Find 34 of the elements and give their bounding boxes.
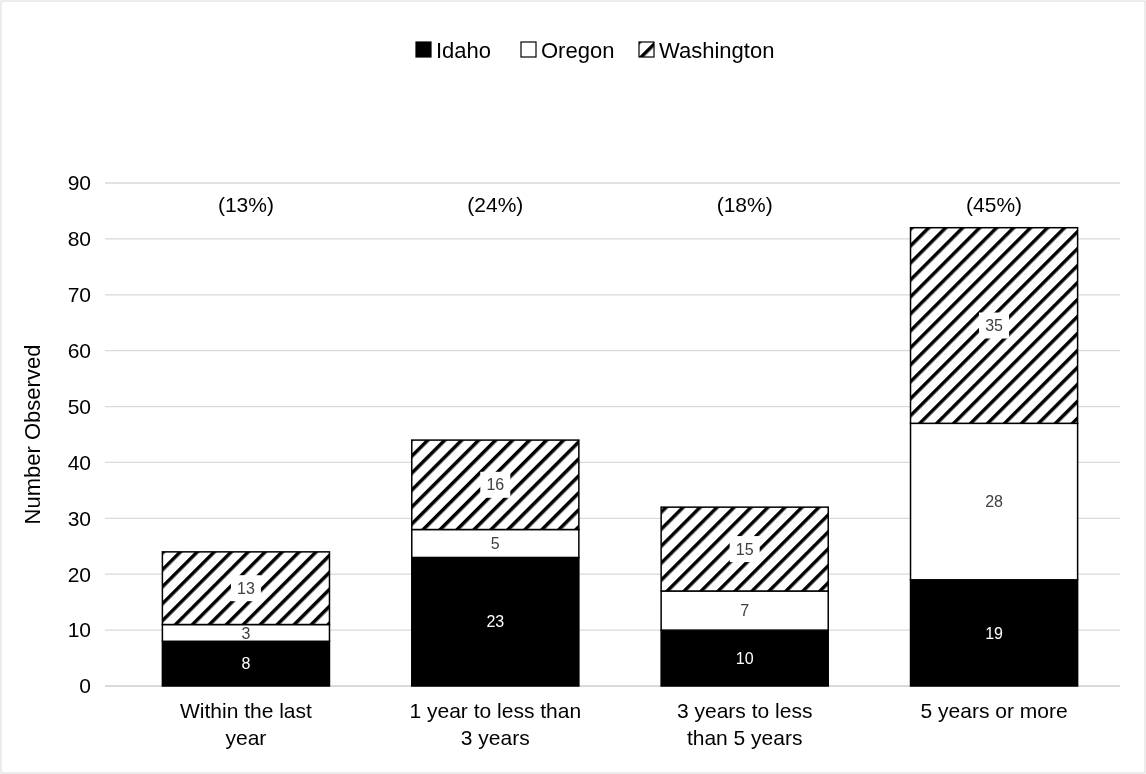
data-label: 3	[241, 624, 251, 642]
y-tick-label: 10	[67, 618, 91, 642]
y-tick-label: 50	[67, 394, 91, 418]
x-tick-label: 3 years to less than 5 years	[676, 699, 813, 749]
data-label: 23	[486, 613, 505, 631]
y-tick-label: 20	[67, 562, 91, 586]
legend-label: Washington	[659, 37, 775, 63]
data-label: 10	[735, 649, 754, 667]
annotation: (13%)	[217, 193, 274, 217]
data-label: 19	[985, 624, 1004, 642]
data-label: 28	[985, 493, 1004, 511]
data-label: 15	[735, 540, 754, 558]
x-tick-label: Within the last year	[179, 699, 313, 749]
x-tick-label: 1 year to less than 3 years	[409, 699, 582, 749]
y-tick-label: 40	[67, 450, 91, 474]
data-label: 5	[490, 535, 500, 553]
data-label: 7	[740, 602, 750, 620]
data-label: 13	[237, 579, 255, 597]
data-label: 16	[486, 476, 505, 494]
legend-label: Oregon	[541, 37, 615, 63]
y-tick-label: 80	[67, 227, 91, 251]
y-axis-title: Number Observed	[20, 344, 45, 525]
x-tick-label: 5 years or more	[920, 699, 1068, 722]
legend-label: Idaho	[436, 37, 492, 63]
annotation: (45%)	[966, 193, 1023, 217]
annotation: (24%)	[467, 193, 524, 217]
y-tick-label: 30	[67, 506, 91, 530]
y-tick-label: 0	[79, 674, 91, 698]
data-label: 35	[985, 317, 1004, 335]
annotation: (18%)	[716, 193, 773, 217]
y-tick-label: 70	[67, 283, 91, 307]
y-tick-label: 90	[67, 171, 91, 195]
data-label: 8	[241, 655, 251, 673]
y-tick-label: 60	[67, 339, 91, 363]
